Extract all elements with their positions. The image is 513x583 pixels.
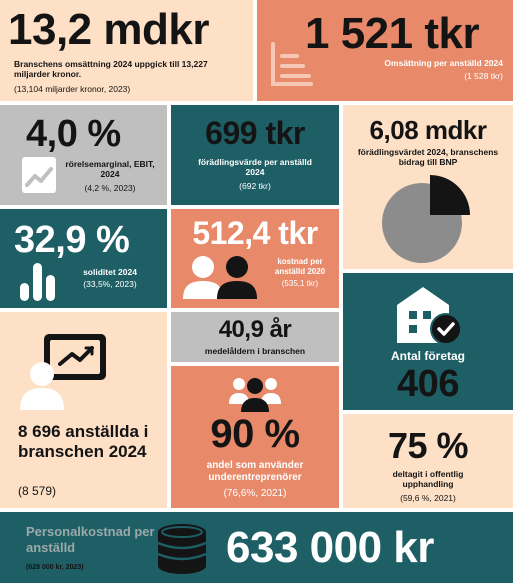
underentreprenorer-label: andel som använder underentreprenörer [206, 460, 304, 483]
upphandling-sub: (59,6 %, 2021) [400, 493, 456, 503]
foradlingsvarde-sub: (692 tkr) [239, 181, 271, 191]
chart-lines-icon [271, 42, 313, 86]
kostnad-sub: (535,1 tkr) [281, 279, 319, 288]
tile-kostnad: 512,4 tkr kostnad per anställd 2020 (535… [171, 209, 339, 308]
tile-bnp: 6,08 mdkr förädlingsvärdet 2024, bransch… [343, 105, 513, 269]
rorelsemarginal-value: 4,0 % [26, 113, 121, 155]
coins-icon [157, 524, 207, 574]
tile-foretag: Antal företag 406 [343, 273, 513, 410]
foradlingsvarde-label: förädlingsvärde per anställd 2024 [198, 157, 312, 178]
omsattning-bransch-sub: (13,104 miljarder kronor, 2023) [14, 84, 131, 94]
upphandling-value: 75 % [387, 425, 469, 466]
tile-omsattning-bransch: 13,2 mdkr Branschens omsättning 2024 upp… [0, 0, 253, 101]
tile-soliditet: 32,9 % soliditet 2024 (33,5%, 2023) [0, 209, 167, 308]
pie-chart-icon [382, 175, 470, 263]
foretag-value: 406 [397, 363, 459, 405]
omsattning-anstalld-label: Omsättning per anställd 2024 [384, 58, 503, 68]
personalkostnad-label: Personalkostnad per anställd [26, 524, 155, 555]
tile-underentreprenorer: 90 % andel som använder underentreprenör… [171, 366, 339, 508]
medelalder-value: 40,9 år [218, 316, 292, 343]
soliditet-label: soliditet 2024 [83, 267, 137, 277]
personalkostnad-value: 633 000 kr [226, 523, 434, 572]
tile-anstallda: 8 696 anställda i branschen 2024 (8 579) [0, 312, 167, 508]
tile-medelalder: 40,9 år medelåldern i branschen [171, 312, 339, 362]
rorelsemarginal-sub: (4,2 %, 2023) [84, 183, 136, 193]
upphandling-label: deltagit i offentlig upphandling [392, 469, 464, 490]
group-icon [229, 378, 281, 412]
medelalder-label: medelåldern i branschen [204, 346, 306, 356]
bnp-label: förädlingsvärdet 2024, branschens bidrag… [357, 147, 499, 168]
omsattning-bransch-label: Branschens omsättning 2024 uppgick till … [14, 59, 208, 80]
bar-chart-icon [20, 263, 55, 301]
tile-rorelsemarginal: 4,0 % rörelsemarginal, EBIT, 2024 (4,2 %… [0, 105, 167, 205]
trend-up-icon [22, 157, 56, 193]
tile-omsattning-anstalld: 1 521 tkr Omsättning per anställd 2024 (… [257, 0, 513, 101]
tile-personalkostnad: Personalkostnad per anställd (628 000 kr… [0, 512, 513, 583]
omsattning-bransch-value: 13,2 mdkr [8, 5, 209, 54]
omsattning-anstalld-value: 1 521 tkr [305, 9, 480, 58]
kostnad-value: 512,4 tkr [192, 215, 318, 251]
soliditet-value: 32,9 % [14, 219, 130, 261]
bnp-value: 6,08 mdkr [369, 115, 487, 145]
foradlingsvarde-value: 699 tkr [205, 115, 305, 151]
anstallda-label: 8 696 anställda i branschen 2024 [18, 422, 149, 462]
rorelsemarginal-label: rörelsemarginal, EBIT, 2024 [65, 159, 155, 180]
kostnad-label: kostnad per anställd 2020 [274, 257, 326, 276]
tile-foradlingsvarde: 699 tkr förädlingsvärde per anställd 202… [171, 105, 339, 205]
personalkostnad-sub: (628 000 kr, 2023) [26, 564, 84, 571]
underentreprenorer-sub: (76,6%, 2021) [223, 488, 287, 499]
presenter-icon [20, 334, 106, 410]
omsattning-anstalld-sub: (1 528 tkr) [464, 71, 503, 81]
anstallda-sub: (8 579) [18, 484, 57, 498]
people-icon [183, 256, 257, 299]
tile-upphandling: 75 % deltagit i offentlig upphandling (5… [343, 414, 513, 508]
soliditet-sub: (33,5%, 2023) [83, 279, 137, 289]
foretag-label: Antal företag [390, 349, 465, 363]
underentreprenorer-value: 90 % [210, 412, 300, 456]
building-check-icon [397, 287, 462, 345]
